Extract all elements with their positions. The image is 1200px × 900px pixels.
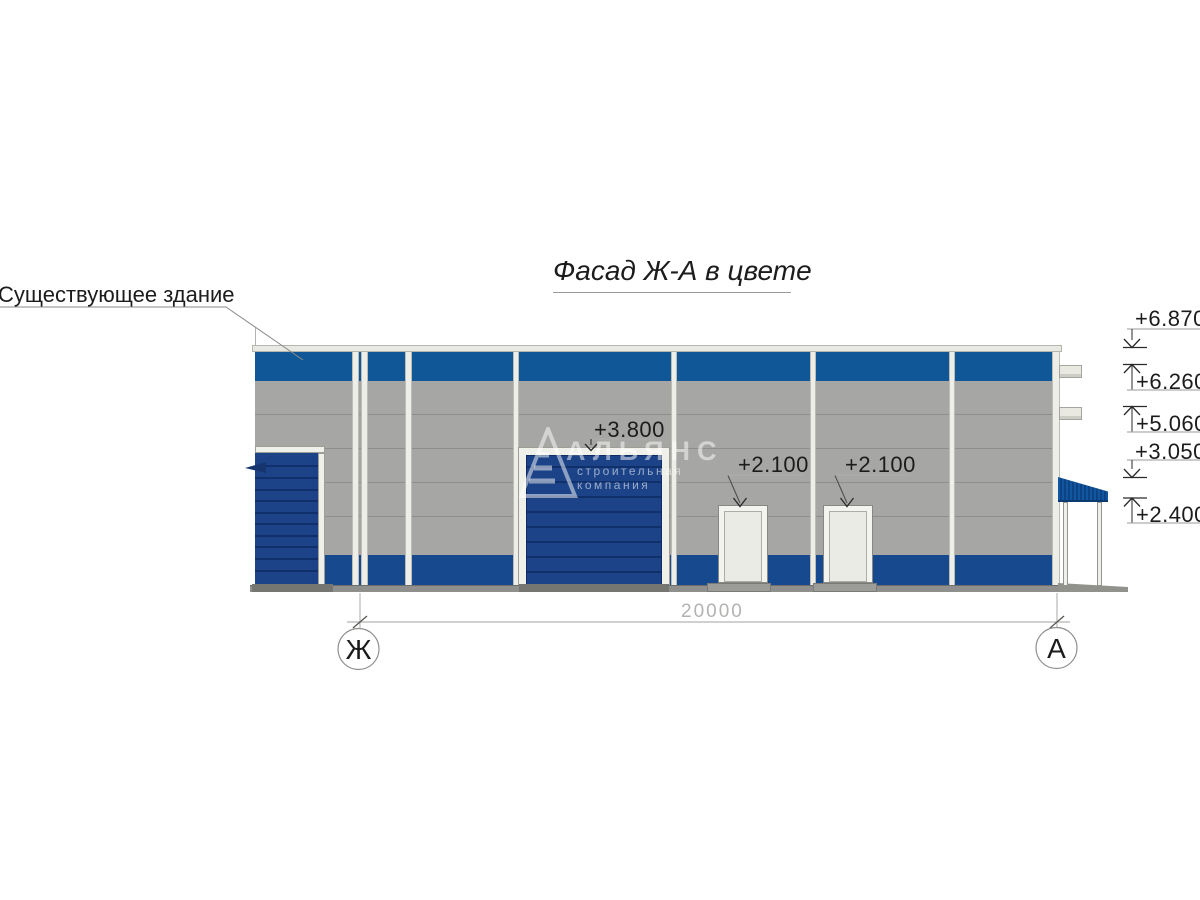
axis-bubble-a: А bbox=[1047, 633, 1066, 664]
watermark-logo-icon bbox=[519, 427, 578, 498]
canopy-fascia bbox=[1058, 500, 1108, 502]
canopy-post-right bbox=[1097, 502, 1102, 586]
column-strip bbox=[671, 352, 677, 585]
gate-visor-wedge bbox=[245, 462, 266, 473]
watermark-tagline: строительная компания bbox=[577, 464, 684, 492]
elevation-mark-door-left: +2.100 bbox=[738, 452, 809, 477]
right-ramp bbox=[1058, 583, 1128, 592]
elevation-mark-5060: +5.060 bbox=[1136, 411, 1200, 436]
elevation-mark-door-right: +2.100 bbox=[845, 452, 916, 477]
elevation-mark-gate: +3.800 bbox=[594, 417, 665, 442]
gate-main-threshold bbox=[519, 584, 669, 592]
facade-top-band bbox=[255, 352, 1052, 381]
canopy-post-left bbox=[1063, 502, 1068, 586]
door-left-step bbox=[707, 583, 771, 592]
door-right-step bbox=[813, 583, 877, 592]
column-strip bbox=[810, 352, 816, 585]
door-left bbox=[718, 505, 768, 583]
axis-bubble-zh: Ж bbox=[345, 634, 372, 665]
elevation-mark-6870: +6.870 bbox=[1135, 306, 1200, 331]
gate-existing-frame-top bbox=[255, 446, 325, 453]
door-left-leaf bbox=[724, 511, 762, 582]
side-beam-lower bbox=[1059, 407, 1082, 420]
drawing-title: Фасад Ж-А в цвете bbox=[553, 255, 812, 293]
gate-existing-panel bbox=[255, 453, 318, 585]
elevation-mark-2400: +2.400 bbox=[1136, 502, 1200, 527]
column-strip bbox=[949, 352, 955, 585]
elevation-mark-3050: +3.050 bbox=[1135, 439, 1200, 464]
existing-building-label: Существующее здание bbox=[0, 282, 235, 307]
gate-existing-threshold bbox=[252, 584, 333, 592]
existing-building-edge-line bbox=[255, 327, 256, 345]
column-strip bbox=[361, 352, 368, 585]
side-beam-upper bbox=[1059, 365, 1082, 378]
parapet-cap bbox=[252, 345, 1062, 352]
column-strip bbox=[352, 352, 359, 585]
dimension-20000: 20000 bbox=[681, 601, 744, 622]
door-right bbox=[823, 505, 873, 583]
elevation-mark-6260: +6.260 bbox=[1136, 369, 1200, 394]
column-strip bbox=[1052, 352, 1060, 585]
column-strip bbox=[405, 352, 412, 585]
wall-seam bbox=[255, 414, 1052, 415]
door-right-leaf bbox=[829, 511, 867, 582]
